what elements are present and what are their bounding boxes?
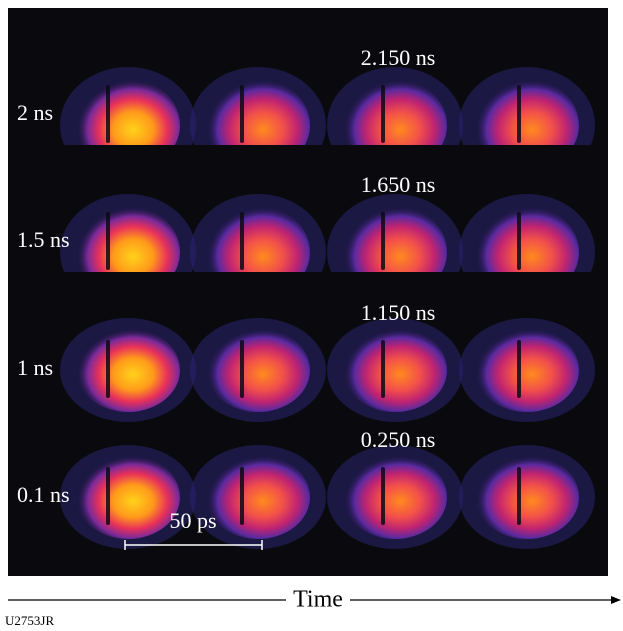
time-label: 1.150 ns — [361, 300, 436, 325]
frame-emission — [343, 328, 447, 412]
target-stalk — [381, 212, 385, 270]
target-stalk — [106, 467, 110, 525]
frame-emission — [475, 455, 579, 539]
target-stalk — [517, 467, 521, 525]
row-label: 1 ns — [17, 355, 53, 380]
time-label: 2.150 ns — [361, 45, 436, 70]
target-stalk — [517, 340, 521, 398]
frame-cut — [452, 272, 602, 312]
target-stalk — [106, 212, 110, 270]
frame-emission — [76, 328, 180, 412]
frame-cut — [320, 145, 470, 185]
frame-cut — [320, 272, 470, 312]
frame-cut — [183, 272, 333, 312]
row-label: 0.1 ns — [17, 482, 70, 507]
target-stalk — [381, 85, 385, 143]
axis-label: Time — [293, 587, 343, 613]
target-stalk — [381, 467, 385, 525]
labels: 2 ns 2.150 ns 1.5 ns 1.650 ns 1 ns 1.150 ns 0.… — [17, 45, 435, 507]
target-stalk — [106, 85, 110, 143]
time-arrowhead — [611, 596, 621, 604]
image-frames — [53, 67, 602, 549]
target-stalk — [517, 85, 521, 143]
frame-emission — [475, 328, 579, 412]
target-stalk — [381, 340, 385, 398]
frame-cut — [53, 145, 203, 185]
target-stalk — [517, 212, 521, 270]
frame-emission — [76, 455, 180, 539]
row-label: 2 ns — [17, 100, 53, 125]
target-stalk — [240, 340, 244, 398]
scale-bar-label: 50 ps — [169, 508, 216, 533]
frame-emission — [206, 328, 310, 412]
target-stalk — [240, 467, 244, 525]
row-label: 1.5 ns — [17, 227, 70, 252]
time-label: 1.650 ns — [361, 172, 436, 197]
frame-emission — [343, 455, 447, 539]
figure-id: U2753JR — [5, 613, 54, 628]
target-stalk — [240, 212, 244, 270]
target-stalk — [106, 340, 110, 398]
frame-cut — [452, 145, 602, 185]
frame-cut — [183, 145, 333, 185]
frame-cut — [53, 272, 203, 312]
frame-emission — [206, 455, 310, 539]
target-stalk — [240, 85, 244, 143]
time-label: 0.250 ns — [361, 427, 436, 452]
